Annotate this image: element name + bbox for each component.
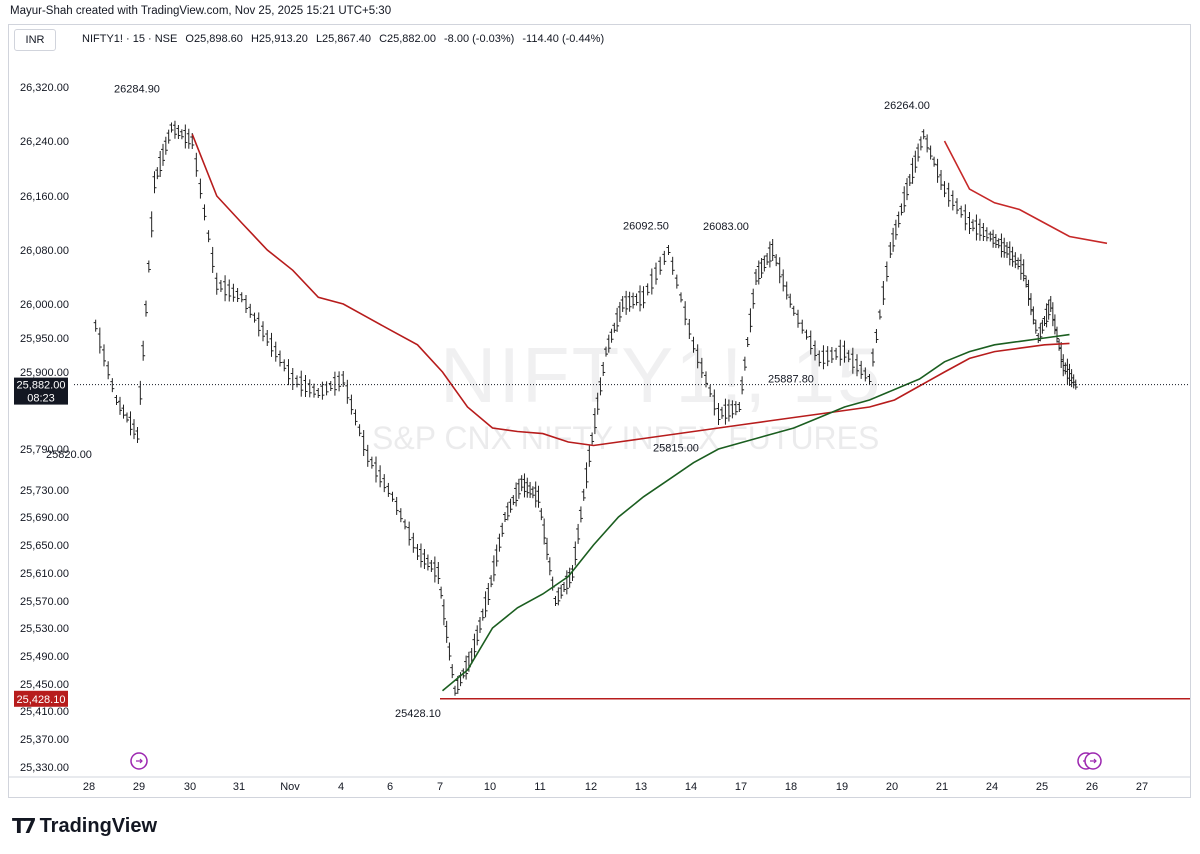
- x-tick-label: 31: [233, 781, 245, 793]
- close-value: C25,882.00: [379, 33, 436, 45]
- countdown-label: 08:23: [27, 393, 55, 405]
- price-annotation: 26264.00: [884, 100, 930, 112]
- x-tick-label: 13: [635, 781, 647, 793]
- symbol-legend: NIFTY1! · 15 · NSE O25,898.60 H25,913.20…: [82, 33, 609, 45]
- x-tick-label: 17: [735, 781, 747, 793]
- tradingview-mark-icon: T7: [12, 814, 37, 838]
- y-tick-label: 25,370.00: [20, 734, 69, 746]
- x-tick-label: 7: [437, 781, 443, 793]
- y-tick-label: 25,650.00: [20, 540, 69, 552]
- y-tick-label: 25,790.00: [20, 444, 69, 456]
- y-tick-label: 25,410.00: [20, 706, 69, 718]
- y-tick-label: 26,160.00: [20, 191, 69, 203]
- price-annotation: 25428.10: [395, 708, 441, 720]
- moving-average-line: [441, 333, 1070, 692]
- y-tick-label: 25,490.00: [20, 651, 69, 663]
- x-tick-label: 24: [986, 781, 998, 793]
- open-value: O25,898.60: [185, 33, 243, 45]
- change-value: -8.00 (-0.03%): [444, 33, 515, 45]
- y-tick-label: 25,900.00: [20, 367, 69, 379]
- y-tick-label: 26,000.00: [20, 299, 69, 311]
- current-price-tag: [14, 377, 68, 405]
- tradingview-logo[interactable]: T7 TradingView: [12, 814, 157, 838]
- x-tick-label: 27: [1136, 781, 1148, 793]
- x-tick-label: 4: [338, 781, 344, 793]
- change-value-2: -114.40 (-0.44%): [522, 33, 605, 45]
- y-tick-label: 25,570.00: [20, 596, 69, 608]
- y-tick-label: 25,610.00: [20, 568, 69, 580]
- x-tick-label: 18: [785, 781, 797, 793]
- y-tick-label: 26,240.00: [20, 136, 69, 148]
- support-price-tag: [14, 690, 68, 707]
- low-value: L25,867.40: [315, 33, 371, 45]
- high-value: H25,913.20: [250, 33, 308, 45]
- x-tick-label: 6: [387, 781, 393, 793]
- x-tick-label: 10: [484, 781, 496, 793]
- price-annotation: 26284.90: [114, 84, 160, 96]
- y-tick-label: 25,730.00: [20, 485, 69, 497]
- arrow-icon: [1090, 758, 1097, 764]
- y-tick-label: 26,320.00: [20, 82, 69, 94]
- x-tick-label: 26: [1086, 781, 1098, 793]
- x-tick-label: 20: [886, 781, 898, 793]
- price-annotation: 26092.50: [623, 221, 669, 233]
- x-tick-label: 29: [133, 781, 145, 793]
- y-tick-label: 25,450.00: [20, 679, 69, 691]
- x-tick-label: 12: [585, 781, 597, 793]
- price-annotation: 25887.80: [768, 374, 814, 386]
- price-annotation: 25820.00: [46, 449, 92, 461]
- x-tick-label: Nov: [280, 781, 300, 793]
- y-tick-label: 25,530.00: [20, 623, 69, 635]
- support-price-label: 25,428.10: [17, 694, 66, 706]
- x-tick-label: 28: [83, 781, 95, 793]
- current-price-label: 25,882.00: [17, 380, 66, 392]
- moving-average-line: [943, 140, 1108, 245]
- chart-credit: Mayur-Shah created with TradingView.com,…: [10, 5, 392, 17]
- y-tick-label: 25,690.00: [20, 512, 69, 524]
- x-tick-label: 14: [685, 781, 697, 793]
- price-annotation: 26083.00: [703, 221, 749, 233]
- chart-frame: [8, 24, 1191, 798]
- x-tick-label: 21: [936, 781, 948, 793]
- price-annotation: 25815.00: [653, 443, 699, 455]
- y-tick-label: 25,950.00: [20, 333, 69, 345]
- watermark-description: S&P CNX NIFTY INDEX FUTURES: [372, 420, 880, 456]
- y-tick-label: 26,080.00: [20, 245, 69, 257]
- x-tick-label: 30: [184, 781, 196, 793]
- y-tick-label: 25,330.00: [20, 762, 69, 774]
- watermark-symbol: NIFTY1!, 15: [440, 331, 883, 419]
- arrow-icon: [136, 758, 143, 764]
- x-tick-label: 25: [1036, 781, 1048, 793]
- symbol-info[interactable]: NIFTY1! · 15 · NSE: [82, 33, 178, 45]
- x-tick-label: 11: [534, 781, 545, 793]
- brand-name: TradingView: [39, 814, 158, 837]
- moving-average-line: [191, 134, 1070, 447]
- currency-button[interactable]: INR: [14, 29, 56, 51]
- x-tick-label: 19: [836, 781, 848, 793]
